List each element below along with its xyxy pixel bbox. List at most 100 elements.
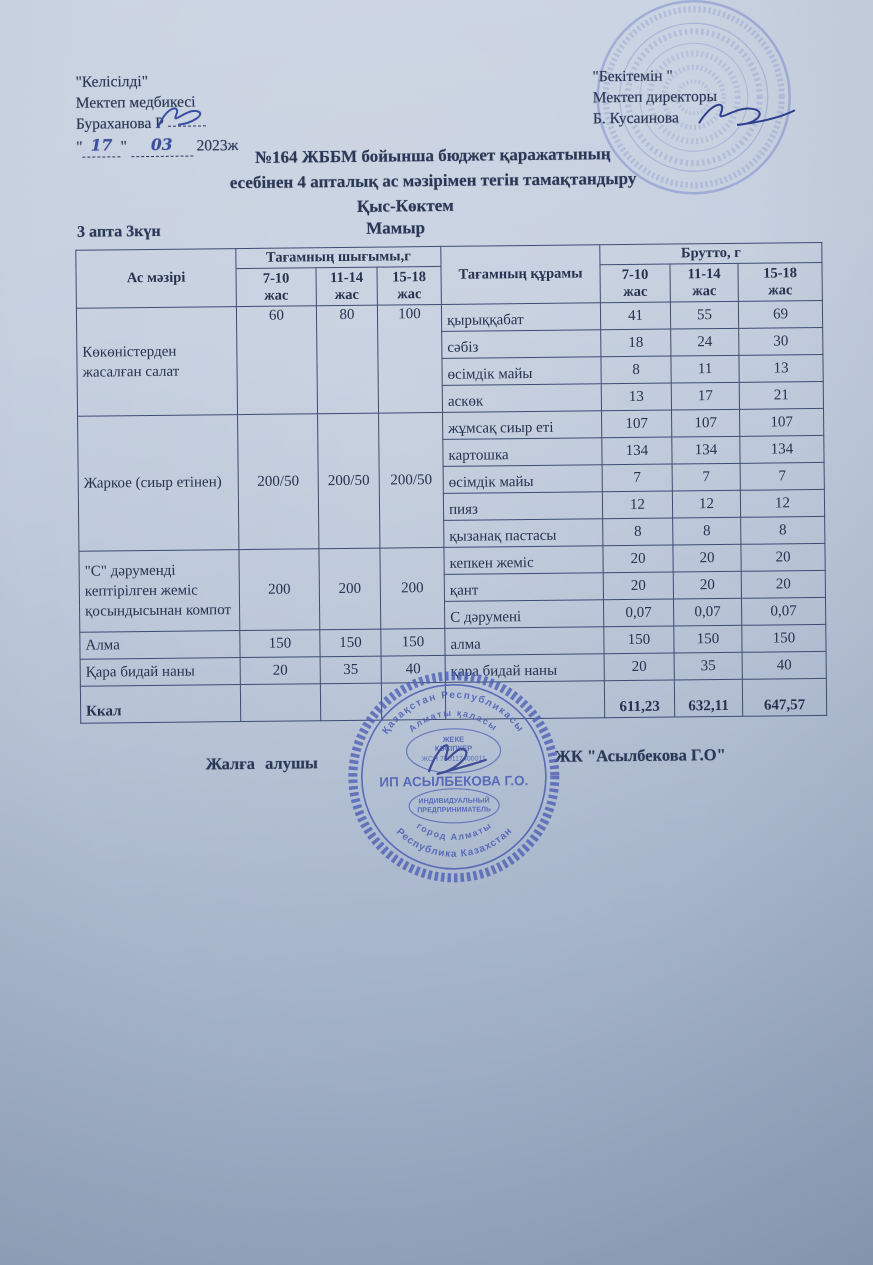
output-value: 20	[240, 656, 321, 685]
brutto-value: 150	[673, 625, 743, 654]
output-value: 150	[239, 629, 321, 658]
output-value: 200/50	[378, 412, 444, 549]
ingredient-name: жұмсақ сиыр еті	[442, 410, 602, 440]
brutto-value: 30	[738, 327, 823, 356]
approval-right-line3: Б. Кусаинова	[592, 109, 679, 128]
empty-cell	[445, 680, 605, 720]
ingredient-name: сәбіз	[441, 329, 601, 359]
brutto-value: 20	[740, 543, 826, 572]
brutto-value: 24	[670, 328, 739, 357]
col-header-composition: Тағамның құрамы	[440, 244, 601, 305]
output-value: 40	[381, 655, 446, 684]
stamp-oval-line2: ПРЕДПРИНИМАТЕЛЬ	[417, 806, 491, 814]
menu-table: Ас мәзірі Тағамның шығымы,г Тағамның құр…	[75, 242, 827, 724]
col-header-brutto: Брутто, г	[599, 242, 823, 265]
brutto-value: 55	[670, 301, 739, 330]
output-value: 60	[236, 305, 318, 415]
brutto-value: 7	[740, 462, 825, 491]
brutto-value: 11	[670, 355, 740, 384]
approval-left-block: "Келісілді" Мектеп медбикесі Бураханова …	[75, 70, 238, 159]
ingredient-name: қант	[444, 572, 604, 602]
brutto-value: 13	[601, 383, 672, 411]
stamp-owner-name: ИП АСЫЛБЕКОВА Г.О.	[379, 773, 528, 790]
ingredient-name: С дәрумені	[444, 599, 604, 629]
empty-cell	[381, 682, 446, 721]
kcal-label: Ккал	[80, 684, 241, 724]
brutto-value: 134	[739, 435, 825, 464]
output-value: 80	[316, 305, 379, 414]
stamp-center-line1: ЖЕКЕ	[442, 735, 464, 744]
age-header: 11-14 жас	[315, 267, 378, 306]
brutto-value: 7	[672, 463, 741, 492]
dish-name: "С" дәруменді кептірілген жеміс қосындыс…	[78, 549, 240, 633]
brutto-value: 41	[600, 302, 671, 330]
brutto-value: 7	[602, 464, 673, 492]
dish-name: Көкөністерден жасалған салат	[76, 306, 238, 417]
brutto-value: 20	[672, 544, 742, 573]
brutto-value: 134	[601, 437, 673, 465]
stamp-signature	[427, 744, 488, 776]
brutto-value: 8	[600, 356, 672, 384]
ingredient-name: картошка	[442, 437, 603, 467]
age-header: 7-10 жас	[599, 264, 671, 303]
age-header: 7-10 жас	[236, 267, 317, 307]
kcal-value: 611,23	[604, 680, 675, 718]
ingredient-name: пияз	[443, 491, 603, 521]
empty-cell	[240, 683, 321, 722]
brutto-value: 12	[602, 491, 673, 519]
ingredient-name: кепкен жеміс	[443, 545, 604, 575]
output-value: 200/50	[317, 413, 380, 549]
output-value: 200	[318, 548, 381, 630]
output-value: 150	[380, 628, 446, 657]
dish-name: Жаркое (сиыр етінен)	[77, 414, 239, 552]
ingredient-name: аскөк	[442, 383, 602, 413]
stamp-arc-bottom-inner: город Алматы	[415, 820, 494, 842]
brutto-value: 8	[740, 516, 825, 545]
kcal-value: 632,11	[674, 679, 743, 718]
stamp-center-line3: ЖСН 770117400011	[422, 755, 486, 763]
ingredient-name: өсімдік майы	[441, 356, 602, 386]
brutto-value: 20	[673, 571, 742, 600]
brutto-value: 107	[601, 410, 672, 438]
approval-right-line2: Мектеп директоры	[592, 88, 718, 107]
approval-right-block: "Бекітемін " Мектеп директоры Б. Кусаино…	[592, 65, 717, 129]
brutto-value: 0,07	[603, 599, 674, 627]
brutto-value: 8	[602, 518, 673, 546]
ingredient-name: қара бидай наны	[445, 653, 605, 683]
brutto-value: 69	[738, 300, 823, 329]
brutto-value: 150	[741, 624, 827, 653]
empty-cell	[320, 683, 382, 721]
brutto-value: 20	[741, 570, 826, 599]
output-value: 100	[377, 304, 443, 414]
week-day-label: 3 апта 3күн	[77, 222, 161, 241]
age-header: 15-18 жас	[376, 266, 442, 306]
svg-text:Республика Казахстан: Республика Казахстан	[394, 825, 515, 860]
ingredient-name: өсімдік майы	[443, 464, 603, 494]
age-header: 11-14 жас	[669, 263, 739, 303]
output-value: 35	[320, 656, 382, 684]
brutto-value: 13	[738, 354, 824, 383]
dish-name: Қара бидай наны	[80, 657, 241, 687]
brutto-value: 8	[672, 517, 741, 546]
ingredient-name: қырыққабат	[441, 302, 601, 332]
output-value: 200	[379, 547, 445, 630]
kcal-row: Ккал 611,23 632,11 647,57	[80, 678, 827, 724]
lessee-label: Жалға алушы	[205, 753, 318, 774]
brutto-value: 12	[672, 490, 741, 519]
col-header-output: Тағамның шығымы,г	[235, 246, 441, 269]
brutto-value: 21	[739, 381, 824, 410]
brutto-value: 18	[600, 329, 671, 357]
approval-right-line1: "Бекітемін "	[592, 67, 673, 86]
brutto-value: 20	[603, 572, 674, 600]
age-header: 15-18 жас	[737, 262, 823, 302]
brutto-value: 12	[740, 489, 825, 518]
brutto-value: 40	[742, 651, 827, 680]
output-value: 150	[319, 629, 382, 657]
ingredient-name: алма	[444, 626, 605, 656]
brutto-value: 134	[671, 436, 741, 465]
brutto-value: 107	[739, 408, 824, 437]
svg-text:город Алматы: город Алматы	[415, 820, 494, 842]
stamp-arc-bottom-outer: Республика Казахстан	[394, 825, 515, 860]
